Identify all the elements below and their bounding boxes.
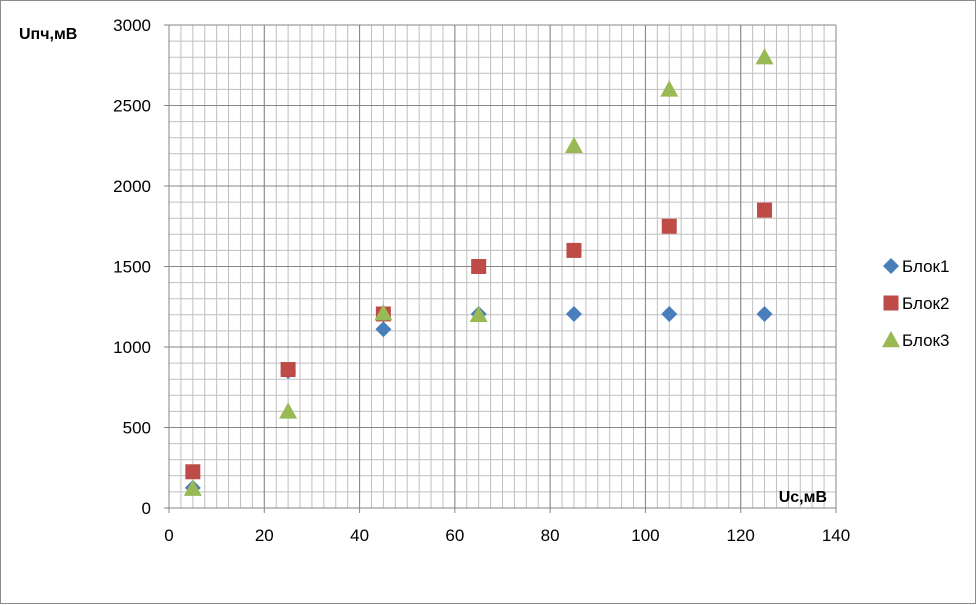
x-tick-label: 100 xyxy=(631,526,659,545)
y-tick-label: 1000 xyxy=(113,338,151,357)
data-point-triangle xyxy=(564,136,583,153)
legend-marker-diamond xyxy=(883,258,899,274)
data-point-diamond xyxy=(565,305,582,322)
legend: Блок1 Блок2 Блок3 xyxy=(882,257,949,350)
data-point-triangle xyxy=(374,304,393,321)
data-point-diamond xyxy=(375,321,392,338)
y-tick-label: 0 xyxy=(142,499,151,518)
y-tick-label: 2500 xyxy=(113,97,151,116)
x-tick-label: 40 xyxy=(350,526,369,545)
x-tick-label: 120 xyxy=(727,526,755,545)
axes xyxy=(164,24,837,513)
data-point-triangle xyxy=(183,479,202,496)
data-point-triangle xyxy=(660,80,679,97)
data-point-square xyxy=(185,464,201,480)
x-tick-label: 20 xyxy=(255,526,274,545)
y-tick-label: 1500 xyxy=(113,258,151,277)
x-tick-label: 80 xyxy=(541,526,560,545)
y-tick-label: 2000 xyxy=(113,177,151,196)
legend-label: Блок2 xyxy=(902,294,949,313)
data-point-triangle xyxy=(755,48,774,65)
legend-label: Блок1 xyxy=(902,257,949,276)
data-point-diamond xyxy=(661,305,678,322)
legend-marker-triangle xyxy=(882,331,900,348)
data-point-diamond xyxy=(756,305,773,322)
data-point-square xyxy=(661,218,677,234)
x-tick-label: 60 xyxy=(445,526,464,545)
legend-item: Блок3 xyxy=(882,331,949,350)
data-point-triangle xyxy=(469,305,488,322)
data-point-square xyxy=(566,242,582,258)
data-point-square xyxy=(757,202,773,218)
data-point-square xyxy=(280,362,296,378)
y-tick-label: 3000 xyxy=(113,16,151,35)
legend-item: Блок2 xyxy=(883,294,949,313)
x-axis-title: Uc,мВ xyxy=(779,489,827,506)
legend-item: Блок1 xyxy=(883,257,949,276)
x-tick-label: 140 xyxy=(822,526,850,545)
legend-marker-square xyxy=(883,295,899,311)
legend-label: Блок3 xyxy=(902,331,949,350)
tick-labels: 0 20 40 60 80 100 120 140 0 500 1000 1500 2000 2500 30… xyxy=(113,16,850,545)
data-point-square xyxy=(471,259,487,274)
y-axis-title: Uпч,мВ xyxy=(19,26,77,43)
data-points xyxy=(183,48,774,496)
x-tick-label: 0 xyxy=(164,526,173,545)
data-point-triangle xyxy=(279,402,298,419)
series-2 xyxy=(185,202,773,480)
series-3 xyxy=(183,48,774,496)
y-tick-label: 500 xyxy=(123,419,151,438)
